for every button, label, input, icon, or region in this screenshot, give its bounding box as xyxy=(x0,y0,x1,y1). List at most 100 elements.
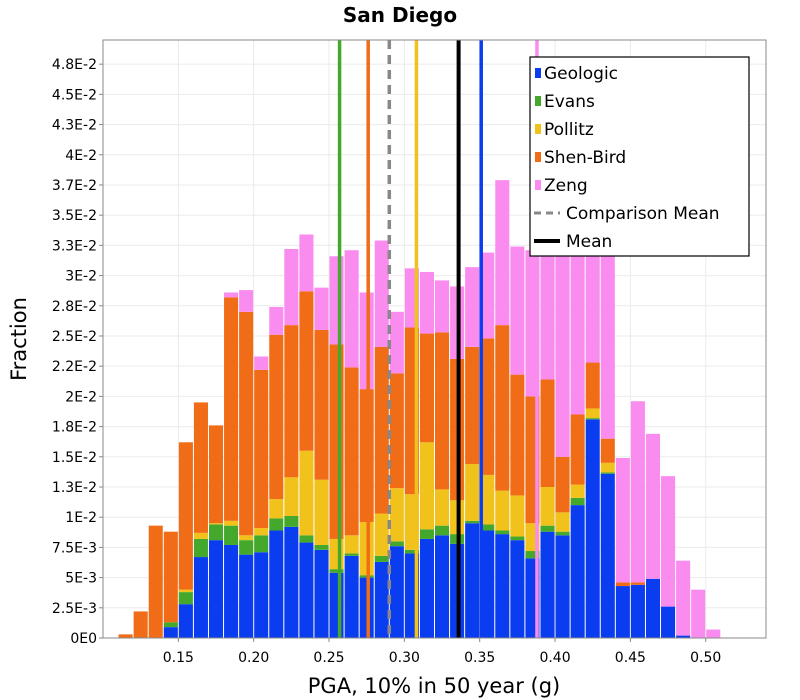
bar-evans xyxy=(570,497,585,506)
bar-geologic xyxy=(540,531,555,638)
bar-shen-bird xyxy=(480,338,495,475)
bar-geologic xyxy=(615,586,630,638)
bar-pollitz xyxy=(495,490,510,531)
y-tick-label: 4.3E-2 xyxy=(52,118,97,134)
bar-shen-bird xyxy=(615,582,630,587)
bar-zeng xyxy=(239,290,254,312)
bar-pollitz xyxy=(284,477,299,516)
bar-zeng xyxy=(314,287,329,330)
bar-shen-bird xyxy=(254,369,269,529)
bar-geologic xyxy=(645,578,661,638)
bar-zeng xyxy=(374,240,389,347)
legend-label: Mean xyxy=(566,232,612,252)
bar-geologic xyxy=(465,523,480,638)
legend-swatch xyxy=(535,68,541,78)
y-tick-label: 7.5E-3 xyxy=(52,540,97,556)
y-tick-label: 4.8E-2 xyxy=(52,57,97,73)
y-tick-label: 1.5E-2 xyxy=(52,450,97,466)
y-tick-label: 2.5E-2 xyxy=(52,329,97,345)
bar-pollitz xyxy=(344,535,359,554)
bar-shen-bird xyxy=(133,611,148,638)
bar-geologic xyxy=(661,606,676,638)
bar-geologic xyxy=(676,635,691,638)
legend-label: Comparison Mean xyxy=(566,204,720,224)
bar-shen-bird xyxy=(540,379,555,487)
bar-shen-bird xyxy=(224,297,239,521)
bar-pollitz xyxy=(600,462,615,473)
bar-evans xyxy=(208,524,224,541)
bar-pollitz xyxy=(570,484,585,498)
bar-shen-bird xyxy=(299,291,314,451)
bar-evans xyxy=(600,472,615,474)
x-tick-label: 0.25 xyxy=(313,650,344,666)
bar-geologic xyxy=(374,561,389,638)
bar-evans xyxy=(435,525,450,536)
y-tick-label: 3E-2 xyxy=(65,269,97,285)
bar-geologic xyxy=(510,540,525,638)
bar-shen-bird xyxy=(148,525,163,638)
bar-evans xyxy=(299,535,314,543)
bar-shen-bird xyxy=(465,346,480,465)
x-axis-ticks: 0.15 0.20 0.25 0.30 0.35 0.40 0.45 0.50 xyxy=(163,638,721,666)
bar-geologic xyxy=(284,526,299,638)
x-tick-label: 0.35 xyxy=(464,650,495,666)
y-tick-label: 2.8E-2 xyxy=(52,299,97,315)
bar-evans xyxy=(480,524,495,531)
bar-shen-bird xyxy=(163,531,178,623)
y-tick-label: 3.3E-2 xyxy=(52,238,97,254)
bar-shen-bird xyxy=(193,402,208,533)
bar-zeng xyxy=(706,629,721,638)
bar-evans xyxy=(239,540,254,555)
bar-zeng xyxy=(344,250,359,368)
y-axis-ticks: 0E0 2.5E-3 5E-3 7.5E-3 1E-2 1.3E-2 1.5E-2 1.8E-… xyxy=(52,57,103,647)
bar-geologic xyxy=(480,530,495,638)
bar-shen-bird xyxy=(495,325,510,491)
y-axis-label: Fraction xyxy=(7,297,31,381)
bar-shen-bird xyxy=(269,334,284,500)
bar-zeng xyxy=(510,246,525,375)
bar-shen-bird xyxy=(284,325,299,478)
bar-evans xyxy=(510,536,525,541)
y-tick-label: 4.5E-2 xyxy=(52,87,97,103)
bar-zeng xyxy=(676,560,691,636)
bar-pollitz xyxy=(510,495,525,537)
bar-evans xyxy=(585,418,600,420)
bar-shen-bird xyxy=(314,329,329,480)
bar-shen-bird xyxy=(600,438,615,463)
bar-geologic xyxy=(163,627,178,638)
bar-geologic xyxy=(239,554,254,638)
legend-label: Pollitz xyxy=(544,120,594,140)
y-tick-label: 3.7E-2 xyxy=(52,178,97,194)
bar-evans xyxy=(540,525,555,532)
y-tick-label: 4E-2 xyxy=(65,148,97,164)
bar-evans xyxy=(525,551,540,559)
bar-zeng xyxy=(615,457,630,583)
x-tick-label: 0.40 xyxy=(539,650,570,666)
bar-shen-bird xyxy=(585,362,600,409)
bar-pollitz xyxy=(269,499,284,519)
bar-geologic xyxy=(600,473,615,638)
bar-shen-bird xyxy=(555,456,570,513)
bar-geologic xyxy=(299,542,314,638)
bar-evans xyxy=(224,525,239,545)
bar-zeng xyxy=(540,234,555,380)
bar-pollitz xyxy=(374,513,389,556)
bar-geologic xyxy=(389,546,404,638)
y-tick-label: 3.5E-2 xyxy=(52,208,97,224)
legend-box xyxy=(529,56,750,257)
legend: Geologic Evans Pollitz Shen-Bird Zeng Compari… xyxy=(529,56,750,257)
bar-pollitz xyxy=(329,538,344,570)
bar-zeng xyxy=(224,292,239,298)
bar-shen-bird xyxy=(178,442,193,590)
bar-pollitz xyxy=(435,489,450,526)
bar-evans xyxy=(163,622,178,628)
bar-pollitz xyxy=(224,520,239,526)
plot-border xyxy=(102,39,767,639)
bar-zeng xyxy=(570,224,585,415)
bar-zeng xyxy=(419,271,434,334)
bar-zeng xyxy=(661,476,676,607)
bar-shen-bird xyxy=(239,311,254,536)
x-axis-label: PGA, 10% in 50 year (g) xyxy=(308,674,560,698)
bar-shen-bird xyxy=(435,332,450,490)
